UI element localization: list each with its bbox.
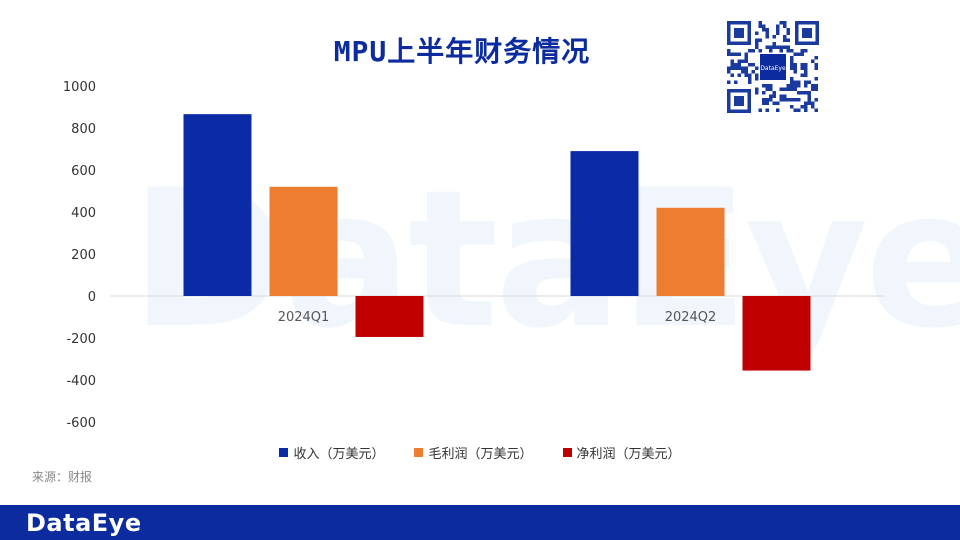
x-tick-label: 2024Q1	[278, 310, 330, 325]
legend-item-net-profit: 净利润（万美元）	[562, 443, 681, 462]
legend-label-net-profit: 净利润（万美元）	[576, 447, 681, 462]
bar-2024Q2-series-0	[570, 151, 639, 296]
bar-2024Q2-series-1	[656, 207, 725, 296]
footer-bar: DataEye	[0, 505, 960, 540]
y-tick-label: -200	[66, 332, 96, 347]
page-title: MPU上半年财务情况	[333, 35, 591, 68]
qr-code: DataEye	[726, 20, 820, 114]
legend-label-gross-profit: 毛利润（万美元）	[428, 447, 533, 462]
bar-2024Q2-series-2	[742, 296, 811, 371]
legend-label-revenue: 收入（万美元）	[293, 447, 385, 462]
bar-2024Q1-series-0	[183, 114, 252, 296]
bar-2024Q1-series-2	[355, 296, 424, 337]
legend-item-gross-profit: 毛利润（万美元）	[414, 443, 533, 462]
legend-swatch-gross-profit	[414, 448, 424, 457]
footer-brand-logo: DataEye	[26, 509, 142, 537]
y-tick-label: 400	[71, 206, 96, 221]
legend-swatch-net-profit	[562, 448, 572, 457]
y-tick-label: -400	[66, 374, 96, 389]
y-tick-label: 0	[88, 290, 96, 305]
y-tick-label: 1000	[63, 80, 96, 95]
bar-2024Q1-series-1	[269, 186, 338, 296]
qr-center-logo: DataEye	[760, 65, 786, 72]
y-tick-label: 800	[71, 122, 96, 137]
x-tick-label: 2024Q2	[665, 310, 717, 325]
y-tick-label: 200	[71, 248, 96, 263]
legend-item-revenue: 收入（万美元）	[279, 443, 384, 462]
y-tick-label: -600	[66, 416, 96, 431]
chart-legend: 收入（万美元） 毛利润（万美元） 净利润（万美元）	[0, 443, 960, 462]
legend-swatch-revenue	[279, 448, 289, 457]
source-note: 来源：财报	[32, 470, 93, 484]
watermark-logo: DataEye	[130, 149, 960, 370]
y-tick-label: 600	[71, 164, 96, 179]
